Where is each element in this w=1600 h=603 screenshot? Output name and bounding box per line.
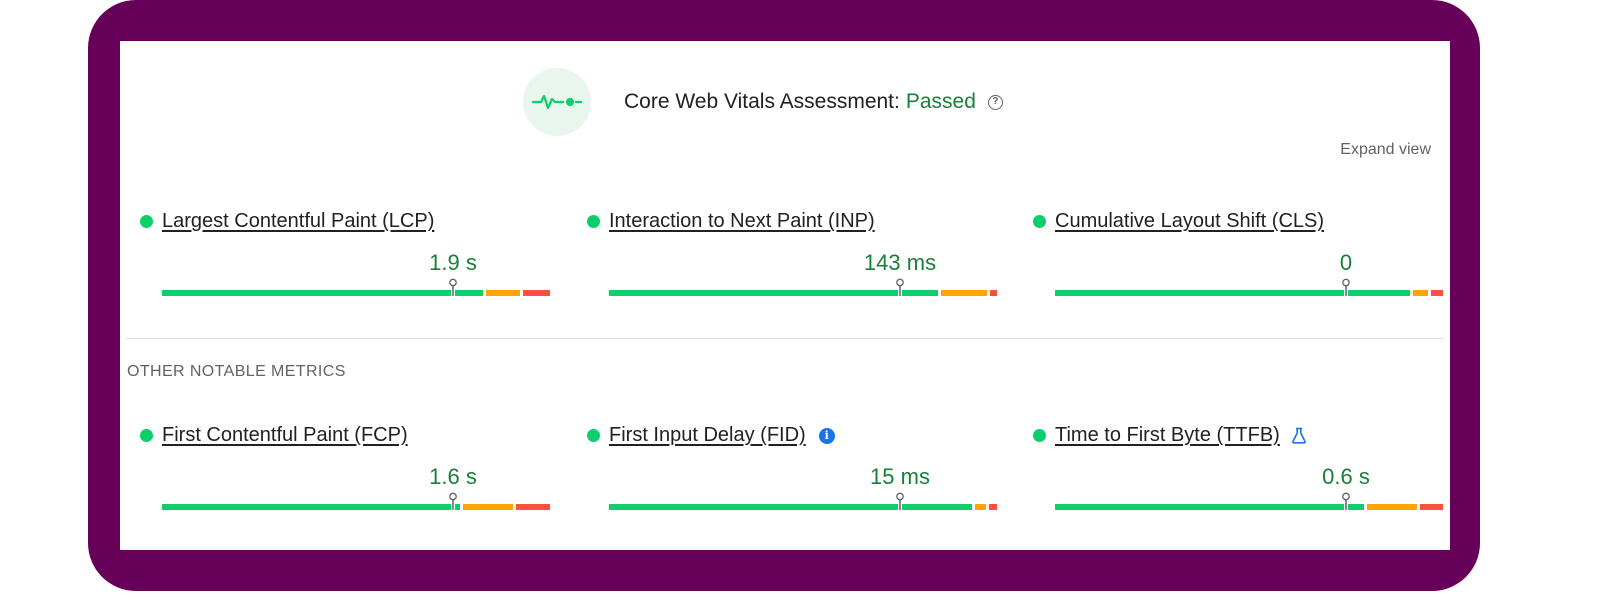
help-circle-icon[interactable]: ?	[987, 94, 1003, 110]
distribution-bar	[1055, 278, 1443, 296]
good-segment	[609, 504, 972, 510]
good-segment	[162, 504, 460, 510]
metric-value: 0	[1339, 250, 1353, 275]
poor-segment	[1420, 504, 1443, 510]
metric-value: 15 ms	[870, 464, 930, 489]
good-segment	[1055, 290, 1410, 296]
good-segment	[609, 290, 938, 296]
metric-label[interactable]: Interaction to Next Paint (INP)	[609, 210, 875, 232]
metric-value: 1.9 s	[429, 250, 477, 275]
distribution-bar	[162, 492, 550, 510]
distribution-bar	[609, 492, 997, 510]
assessment-header: Core Web Vitals Assessment: Passed ?	[523, 68, 1003, 136]
status-dot	[1033, 215, 1046, 228]
metric-label[interactable]: First Input Delay (FID)	[609, 424, 806, 446]
section-divider	[126, 338, 1443, 339]
percentile-marker	[895, 492, 905, 510]
percentile-marker	[1341, 278, 1351, 296]
metric-lcp: Largest Contentful Paint (LCP) 1.9 s	[140, 210, 550, 310]
metric-fid: First Input Delay (FID) i 15 ms	[587, 424, 997, 524]
experimental-flask-icon[interactable]	[1291, 427, 1307, 444]
poor-segment	[989, 504, 997, 510]
expand-view-link[interactable]: Expand view	[1340, 141, 1431, 158]
distribution-bar	[609, 278, 997, 296]
metric-cls: Cumulative Layout Shift (CLS) 0	[1033, 210, 1443, 310]
metric-inp: Interaction to Next Paint (INP) 143 ms	[587, 210, 997, 310]
metric-label[interactable]: First Contentful Paint (FCP)	[162, 424, 408, 446]
status-dot	[1033, 429, 1046, 442]
metric-label[interactable]: Time to First Byte (TTFB)	[1055, 424, 1280, 446]
metric-value: 143 ms	[863, 250, 937, 275]
poor-segment	[990, 290, 997, 296]
needs-improvement-segment	[463, 504, 513, 510]
info-icon[interactable]: i	[818, 427, 835, 444]
poor-segment	[516, 504, 550, 510]
core-web-vitals-panel: Core Web Vitals Assessment: Passed ? Exp…	[120, 41, 1450, 550]
other-metrics-heading: OTHER NOTABLE METRICS	[127, 363, 346, 380]
metric-label[interactable]: Cumulative Layout Shift (CLS)	[1055, 210, 1325, 232]
assessment-title: Core Web Vitals Assessment:	[624, 90, 900, 113]
needs-improvement-segment	[1413, 290, 1428, 296]
metric-value: 0.6 s	[1322, 464, 1370, 489]
percentile-marker	[1341, 492, 1351, 510]
percentile-marker	[448, 278, 458, 296]
needs-improvement-segment	[486, 290, 520, 296]
poor-segment	[523, 290, 550, 296]
good-segment	[1055, 504, 1364, 510]
metric-label[interactable]: Largest Contentful Paint (LCP)	[162, 210, 435, 232]
needs-improvement-segment	[1367, 504, 1417, 510]
pulse-icon	[523, 68, 591, 136]
poor-segment	[1431, 290, 1443, 296]
status-dot	[140, 215, 153, 228]
percentile-marker	[448, 492, 458, 510]
metric-value: 1.6 s	[429, 464, 477, 489]
distribution-bar	[162, 278, 550, 296]
good-segment	[162, 290, 483, 296]
needs-improvement-segment	[975, 504, 986, 510]
metric-ttfb: Time to First Byte (TTFB) 0.6 s	[1033, 424, 1443, 524]
assessment-status: Passed	[905, 90, 976, 113]
metric-fcp: First Contentful Paint (FCP) 1.6 s	[140, 424, 550, 524]
status-dot	[587, 215, 600, 228]
distribution-bar	[1055, 492, 1443, 510]
percentile-marker	[895, 278, 905, 296]
status-dot	[140, 429, 153, 442]
needs-improvement-segment	[941, 290, 987, 296]
status-dot	[587, 429, 600, 442]
